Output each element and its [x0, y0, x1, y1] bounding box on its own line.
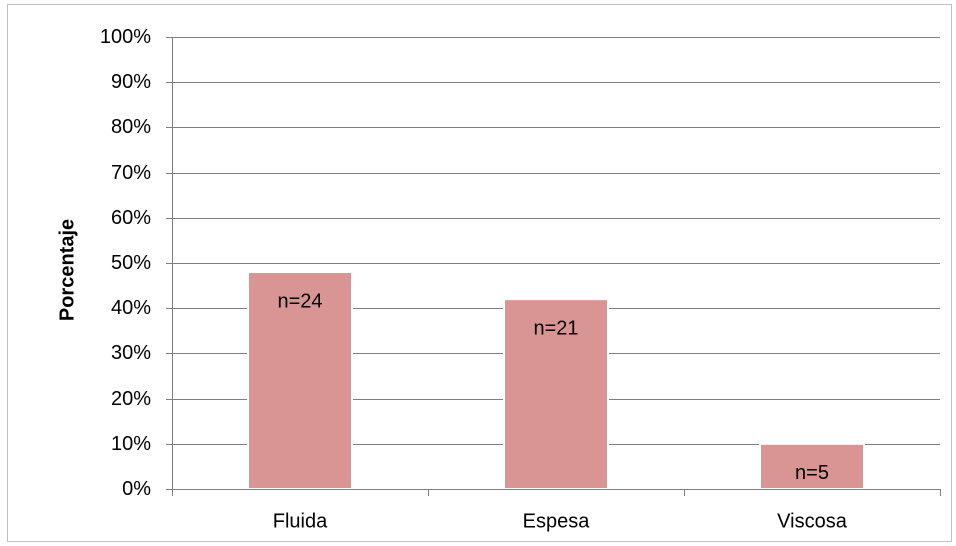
category-label-viscosa: Viscosa [777, 510, 848, 532]
data-label-viscosa: n=5 [795, 462, 829, 484]
y-tick-label: 70% [111, 162, 151, 184]
data-label-fluida: n=24 [277, 290, 322, 312]
y-tick-label: 80% [111, 116, 151, 138]
y-tick-label: 10% [111, 433, 151, 455]
x-axis [172, 489, 941, 496]
y-tick-label: 90% [111, 71, 151, 93]
y-tick-label: 30% [111, 342, 151, 364]
y-tick-label: 40% [111, 297, 151, 319]
y-tick-label: 60% [111, 207, 151, 229]
bars [247, 271, 865, 491]
y-tick-label: 50% [111, 252, 151, 274]
category-labels: Fluida Espesa Viscosa [273, 510, 848, 532]
y-tick-labels: 0% 10% 20% 30% 40% 50% 60% 70% 80% 90% 100% [100, 26, 151, 500]
y-axis-title: Porcentaje [56, 219, 78, 321]
category-label-fluida: Fluida [273, 510, 328, 532]
data-label-espesa: n=21 [533, 317, 578, 339]
category-label-espesa: Espesa [523, 510, 591, 532]
data-labels: n=24 n=21 n=5 [277, 290, 829, 484]
y-tick-label: 100% [100, 26, 151, 48]
bar-viscosa [759, 442, 865, 490]
bar-espesa [503, 298, 609, 490]
y-tick-label: 20% [111, 388, 151, 410]
y-tick-label: 0% [122, 478, 151, 500]
